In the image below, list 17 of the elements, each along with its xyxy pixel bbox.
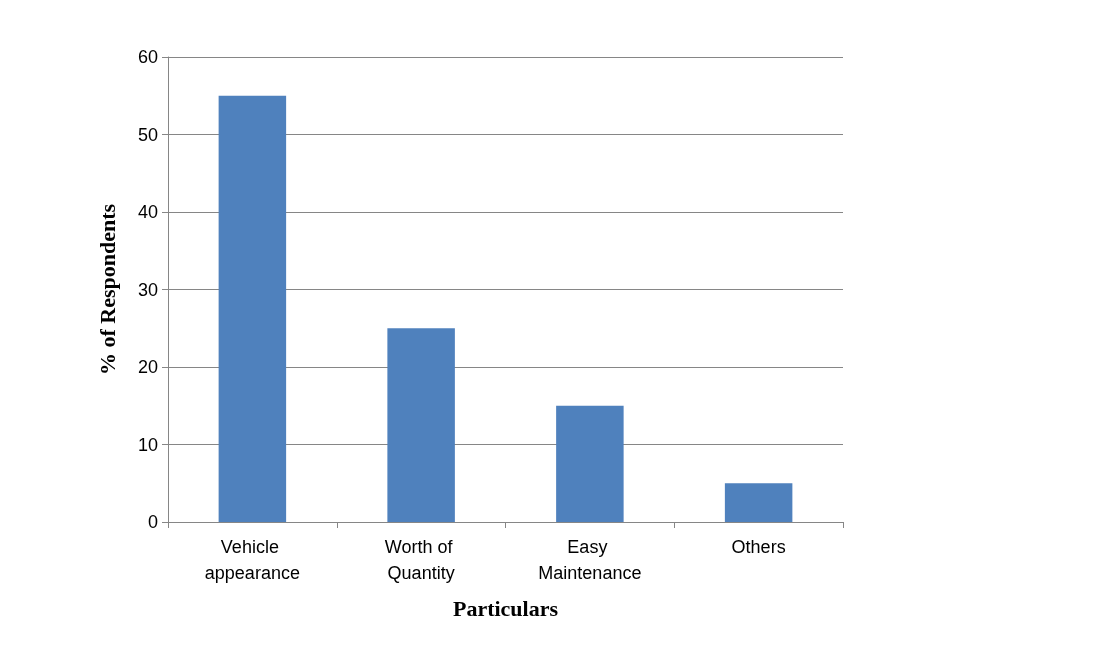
y-tick-label: 0 xyxy=(147,512,158,532)
x-tick-label: Easy Maintenance xyxy=(538,537,642,583)
x-tick-label: Vehicle appearance xyxy=(204,537,300,583)
y-tick-label: 10 xyxy=(137,434,158,455)
bar xyxy=(387,328,455,522)
x-tick-label: Others xyxy=(731,537,786,557)
y-axis-title: % of Respondents xyxy=(94,203,120,376)
bar xyxy=(724,483,793,522)
bar xyxy=(218,95,287,522)
y-tick-label: 50 xyxy=(137,124,158,145)
y-tick-label: 60 xyxy=(137,47,158,67)
bar xyxy=(556,405,624,522)
y-tick-label: 40 xyxy=(137,202,158,222)
y-tick-label: 20 xyxy=(137,357,158,377)
y-tick-label: 30 xyxy=(137,279,158,300)
x-tick-label: Worth of Quantity xyxy=(384,537,458,583)
x-axis-title: Particulars xyxy=(452,595,559,621)
